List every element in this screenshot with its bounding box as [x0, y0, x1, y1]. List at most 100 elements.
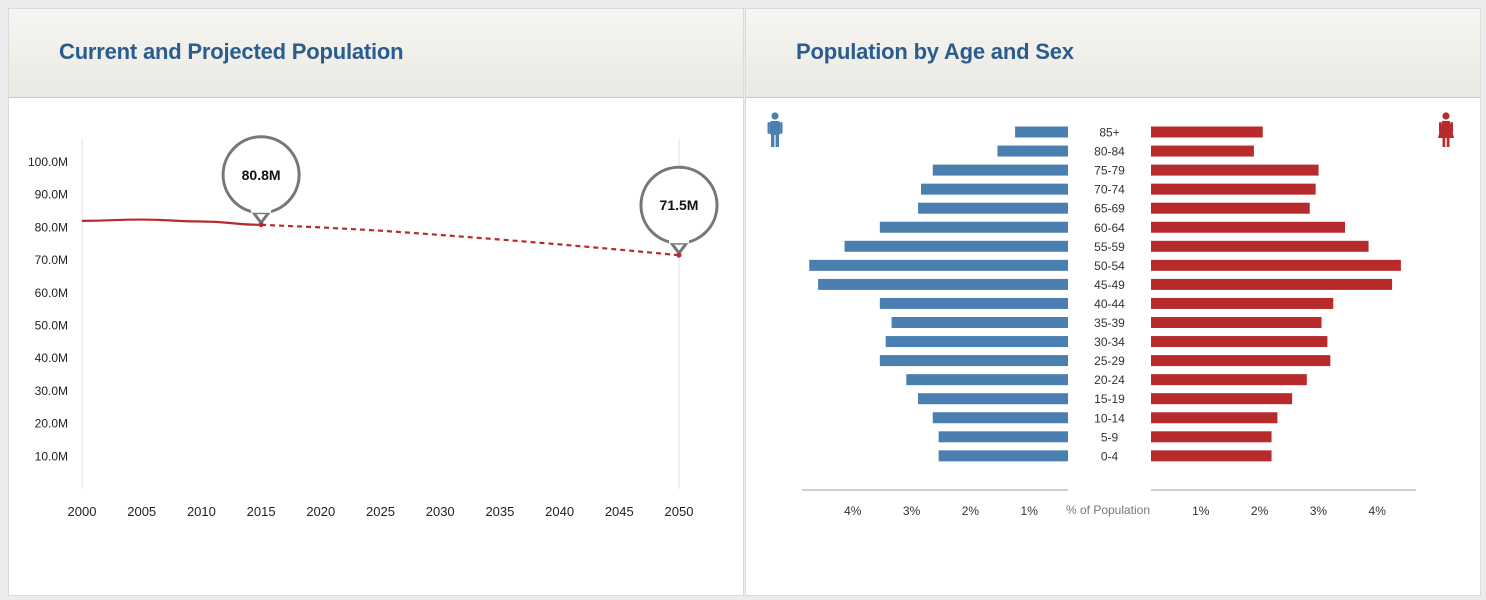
male-bar — [918, 393, 1068, 405]
y-tick-label: 20.0M — [35, 417, 68, 431]
age-group-label: 15-19 — [1094, 392, 1125, 406]
x-tick-label: 2035 — [485, 504, 514, 519]
male-bar — [879, 297, 1068, 309]
female-bar — [1151, 145, 1254, 157]
x-tick-label: 2005 — [127, 504, 156, 519]
male-bar — [938, 431, 1068, 443]
population-trend-title: Current and Projected Population — [59, 39, 404, 64]
age-group-label: 70-74 — [1094, 183, 1125, 197]
x-tick-label: 2045 — [605, 504, 634, 519]
female-icon-leg — [1446, 137, 1450, 147]
male-bar — [879, 355, 1068, 367]
male-bar — [818, 278, 1068, 290]
male-bar — [809, 259, 1068, 271]
x-axis-title: % of Population — [1066, 503, 1150, 517]
male-icon-arm — [780, 122, 783, 134]
male-icon-body — [770, 121, 780, 135]
female-icon-head — [1442, 112, 1450, 120]
female-x-tick-label: 2% — [1251, 504, 1269, 518]
male-bar — [932, 164, 1068, 176]
x-tick-label: 2025 — [366, 504, 395, 519]
male-bar — [885, 336, 1068, 348]
y-tick-label: 40.0M — [35, 351, 68, 365]
female-bar — [1151, 221, 1346, 233]
series-current-line — [81, 218, 262, 226]
data-point — [258, 222, 264, 228]
male-bar — [938, 450, 1068, 462]
x-tick-label: 2020 — [306, 504, 335, 519]
population-trend-header: Current and Projected Population — [9, 9, 743, 98]
age-group-label: 10-14 — [1094, 411, 1125, 425]
female-bar — [1151, 336, 1328, 348]
male-bar — [921, 183, 1068, 195]
male-icon-leg — [771, 133, 775, 147]
male-bar — [932, 412, 1068, 424]
female-bar — [1151, 412, 1278, 424]
female-bar — [1151, 240, 1369, 252]
male-bar — [997, 145, 1068, 157]
female-x-tick-label: 1% — [1192, 504, 1210, 518]
female-x-tick-label: 3% — [1310, 504, 1328, 518]
age-group-label: 75-79 — [1094, 164, 1125, 178]
y-tick-label: 70.0M — [35, 253, 68, 267]
age-sex-title: Population by Age and Sex — [796, 39, 1074, 64]
x-tick-label: 2030 — [426, 504, 455, 519]
data-point — [676, 252, 682, 258]
age-group-label: 50-54 — [1094, 259, 1125, 273]
age-group-label: 20-24 — [1094, 373, 1125, 387]
x-tick-label: 2000 — [68, 504, 97, 519]
female-bar — [1151, 278, 1393, 290]
male-x-tick-label: 4% — [844, 504, 862, 518]
x-tick-label: 2015 — [247, 504, 276, 519]
age-group-label: 35-39 — [1094, 316, 1125, 330]
female-bar — [1151, 431, 1272, 443]
callout-joint — [669, 233, 689, 244]
male-bar — [918, 202, 1068, 214]
x-tick-label: 2010 — [187, 504, 216, 519]
male-bar — [906, 374, 1068, 386]
male-x-tick-label: 1% — [1021, 504, 1039, 518]
age-sex-panel: Population by Age and Sex — [745, 8, 1481, 596]
y-tick-label: 10.0M — [35, 449, 68, 463]
age-group-label: 85+ — [1099, 126, 1119, 140]
female-icon-arm — [1439, 122, 1442, 133]
male-x-tick-label: 3% — [903, 504, 921, 518]
female-bar — [1151, 183, 1316, 195]
population-trend-panel: Current and Projected Population — [8, 8, 744, 596]
age-sex-header: Population by Age and Sex — [746, 9, 1480, 98]
female-bar — [1151, 164, 1319, 176]
population-line-chart: 100.0M 90.0M 80.0M 70.0M 60.0M 50.0M 40.0M 30.0… — [28, 135, 719, 519]
female-bar — [1151, 450, 1272, 462]
male-icon-head — [771, 112, 779, 120]
age-group-label: 0-4 — [1101, 449, 1119, 463]
age-group-label: 45-49 — [1094, 278, 1125, 292]
male-bar — [879, 221, 1068, 233]
male-bar — [1015, 126, 1068, 138]
age-group-label: 25-29 — [1094, 354, 1125, 368]
female-icon-leg — [1442, 137, 1446, 147]
age-group-label: 40-44 — [1094, 297, 1125, 311]
female-bar — [1151, 259, 1401, 271]
y-tick-label: 90.0M — [35, 188, 68, 202]
female-icon-dress — [1438, 121, 1454, 138]
y-tick-label: 80.0M — [35, 220, 68, 234]
age-group-label: 55-59 — [1094, 240, 1125, 254]
y-tick-label: 30.0M — [35, 384, 68, 398]
female-bar — [1151, 317, 1322, 328]
female-x-tick-label: 4% — [1369, 504, 1387, 518]
female-icon-arm — [1450, 122, 1453, 133]
male-bar — [891, 317, 1068, 328]
x-tick-label: 2050 — [665, 504, 694, 519]
female-bar — [1151, 297, 1334, 309]
callout-value-label: 71.5M — [660, 197, 699, 213]
age-group-label: 65-69 — [1094, 202, 1125, 216]
y-tick-label: 60.0M — [35, 286, 68, 300]
y-tick-label: 100.0M — [28, 155, 68, 169]
female-bar — [1151, 393, 1293, 405]
female-person-icon — [1438, 112, 1454, 147]
age-group-label: 60-64 — [1094, 221, 1125, 235]
female-bar — [1151, 355, 1331, 367]
female-bar — [1151, 202, 1310, 214]
age-group-label: 80-84 — [1094, 145, 1125, 159]
female-bar — [1151, 126, 1263, 138]
